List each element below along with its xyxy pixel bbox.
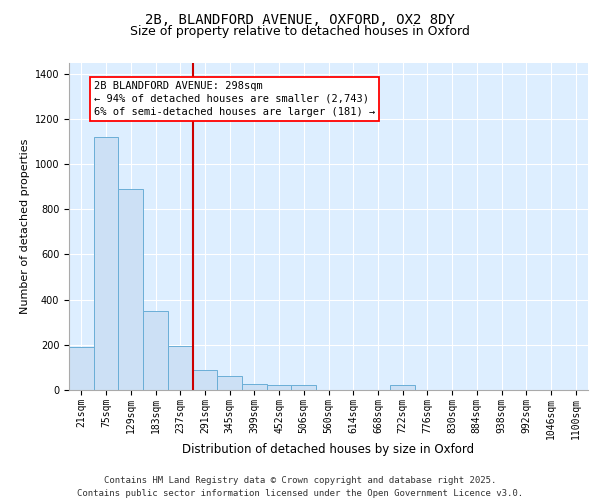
Y-axis label: Number of detached properties: Number of detached properties bbox=[20, 138, 31, 314]
Bar bbox=[193, 370, 217, 390]
Bar bbox=[168, 346, 193, 390]
Text: Contains HM Land Registry data © Crown copyright and database right 2025.
Contai: Contains HM Land Registry data © Crown c… bbox=[77, 476, 523, 498]
X-axis label: Distribution of detached houses by size in Oxford: Distribution of detached houses by size … bbox=[182, 443, 475, 456]
Text: 2B, BLANDFORD AVENUE, OXFORD, OX2 8DY: 2B, BLANDFORD AVENUE, OXFORD, OX2 8DY bbox=[145, 12, 455, 26]
Bar bbox=[94, 137, 118, 390]
Text: Size of property relative to detached houses in Oxford: Size of property relative to detached ho… bbox=[130, 25, 470, 38]
Bar bbox=[143, 311, 168, 390]
Bar bbox=[217, 376, 242, 390]
Bar bbox=[292, 386, 316, 390]
Bar bbox=[242, 384, 267, 390]
Text: 2B BLANDFORD AVENUE: 298sqm
← 94% of detached houses are smaller (2,743)
6% of s: 2B BLANDFORD AVENUE: 298sqm ← 94% of det… bbox=[94, 80, 375, 117]
Bar bbox=[69, 347, 94, 390]
Bar bbox=[267, 386, 292, 390]
Bar bbox=[118, 189, 143, 390]
Bar bbox=[390, 386, 415, 390]
